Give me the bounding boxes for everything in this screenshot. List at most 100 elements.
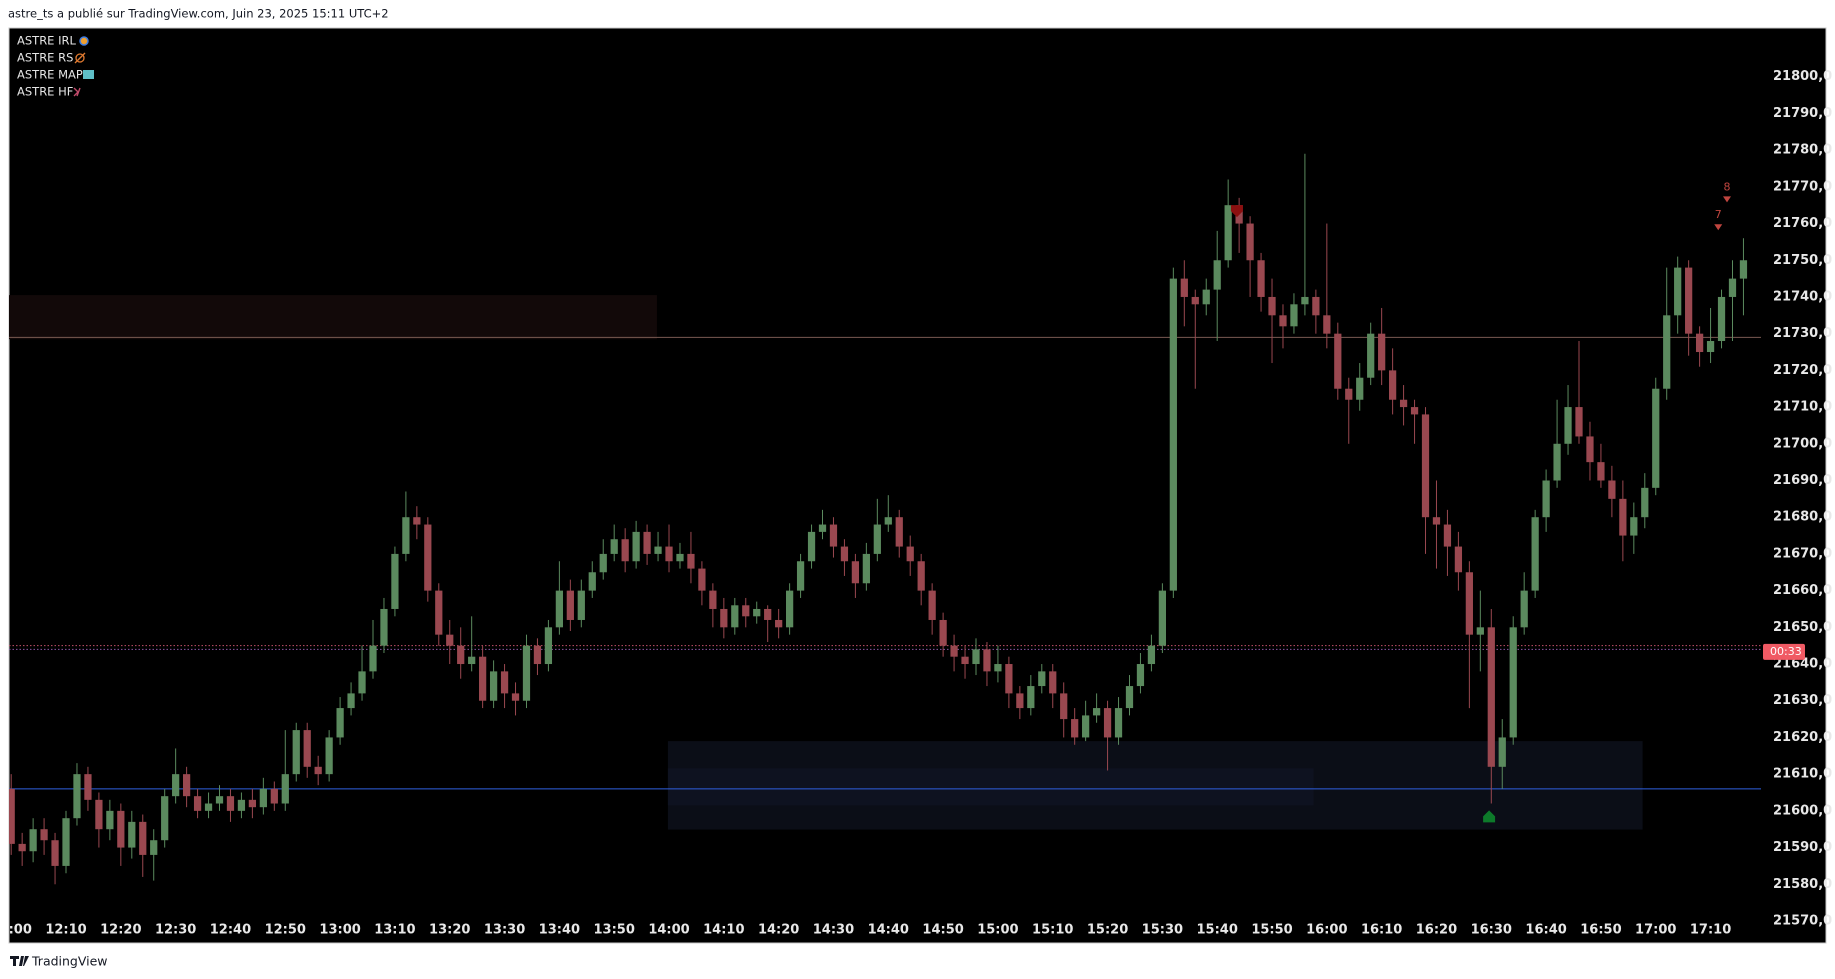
candle-body <box>753 608 761 617</box>
candle-body <box>588 572 596 591</box>
y-axis: 21800,0 21790,0 21780,0 21770,0 21760,0 21750… <box>1763 69 1832 928</box>
y-tick-label: 21660,0 <box>1773 583 1832 598</box>
candle-body <box>906 546 914 562</box>
last-price-tag <box>1763 643 1805 660</box>
candle-body <box>1389 370 1397 400</box>
x-tick-label: 14:40 <box>868 923 909 938</box>
candle-body <box>566 590 574 620</box>
candle-body <box>1410 407 1419 415</box>
candle-body <box>676 553 684 562</box>
y-tick-label: 21790,0 <box>1773 106 1832 121</box>
candle-body <box>9 788 15 844</box>
candle-body <box>731 605 739 628</box>
candle-body <box>555 590 563 628</box>
candle-body <box>720 608 728 628</box>
candle-body <box>1180 278 1188 297</box>
candle-body <box>1103 708 1112 738</box>
candle-body <box>950 645 958 657</box>
x-tick-label: 13:10 <box>374 923 415 938</box>
y-tick-label: 21740,0 <box>1773 289 1832 304</box>
legend-icon <box>75 53 85 63</box>
candle-body <box>1290 304 1298 327</box>
candle-body <box>577 590 585 620</box>
candle-body <box>1367 333 1375 378</box>
candle-body <box>665 546 673 562</box>
candle-body <box>95 799 103 830</box>
candle-body <box>1005 664 1013 694</box>
y-tick-label: 21800,0 <box>1773 69 1832 84</box>
x-tick-label: 15:10 <box>1032 923 1073 938</box>
y-tick-label: 21570,0 <box>1773 913 1832 928</box>
candle-body <box>1060 693 1068 720</box>
legend-item: ASTRE MAP <box>17 68 83 82</box>
candle-body <box>764 608 772 620</box>
candle-body <box>829 524 838 547</box>
candle-body <box>1706 341 1715 353</box>
y-tick-label: 21680,0 <box>1773 510 1832 525</box>
candle-body <box>237 799 246 811</box>
candle-body <box>446 634 454 646</box>
x-tick-label: 14:10 <box>703 923 744 938</box>
candle-body <box>862 553 870 584</box>
candle-body <box>435 590 443 635</box>
candle-body <box>1125 686 1134 709</box>
zone <box>9 295 657 340</box>
candle-body <box>62 818 70 866</box>
candle-body <box>1542 480 1550 518</box>
candle-body <box>610 539 618 554</box>
candle-body <box>1202 289 1210 305</box>
candle-body <box>1586 436 1594 463</box>
count-triangle <box>1714 224 1723 231</box>
candle-body <box>336 708 344 738</box>
y-tick-label: 21590,0 <box>1773 840 1832 855</box>
signal-marker <box>1230 205 1243 218</box>
count-label: 8 <box>1724 180 1731 193</box>
candle-body <box>270 788 278 804</box>
candle-body <box>1345 388 1353 400</box>
y-tick-label: 21640,0 <box>1773 657 1832 672</box>
footer-brand: TradingView <box>31 954 108 969</box>
x-tick-label: 15:30 <box>1142 923 1183 938</box>
candle-body <box>489 671 498 701</box>
x-tick-label: 13:00 <box>319 923 360 938</box>
candle-body <box>204 803 213 811</box>
x-tick-label: 14:30 <box>813 923 854 938</box>
candle-body <box>139 821 147 855</box>
candle-body <box>391 553 399 609</box>
x-tick-label: 13:40 <box>539 923 580 938</box>
candle-body <box>1279 315 1287 327</box>
candle-body <box>939 619 947 646</box>
candle-body <box>292 730 300 775</box>
candle-body <box>1509 627 1517 738</box>
candle-body <box>1191 296 1199 305</box>
candle-body <box>1641 487 1649 518</box>
candle-body <box>172 774 180 797</box>
candle-body <box>1378 333 1386 371</box>
candle-body <box>1575 407 1583 437</box>
legend-icon <box>79 36 89 46</box>
candle-body <box>1114 708 1123 738</box>
y-tick-label: 21690,0 <box>1773 473 1832 488</box>
y-tick-label: 21700,0 <box>1773 436 1832 451</box>
x-tick-label: 14:50 <box>922 923 963 938</box>
x-axis: 12:00 12:10 12:20 12:30 12:40 12:50 13:00 13:10… <box>9 923 1731 938</box>
candle-body <box>468 656 476 665</box>
x-tick-label: 12:30 <box>155 923 196 938</box>
x-tick-label: 14:20 <box>758 923 799 938</box>
candles-layer <box>9 153 1748 885</box>
legend-item: ASTRE IRL <box>17 34 76 48</box>
x-tick-label: 12:20 <box>100 923 141 938</box>
x-tick-label: 12:50 <box>265 923 306 938</box>
candle-body <box>29 829 37 852</box>
candle-body <box>226 796 235 811</box>
candle-body <box>972 649 980 665</box>
candle-body <box>1739 260 1748 279</box>
footer-logo: TradingView <box>10 954 108 969</box>
count-triangle <box>1723 196 1732 203</box>
x-tick-label: 17:10 <box>1690 923 1731 938</box>
candle-body <box>1695 333 1704 353</box>
candle-body <box>742 605 750 617</box>
candle-body <box>479 656 487 701</box>
candle-body <box>1728 278 1737 297</box>
candle-body <box>873 524 881 554</box>
